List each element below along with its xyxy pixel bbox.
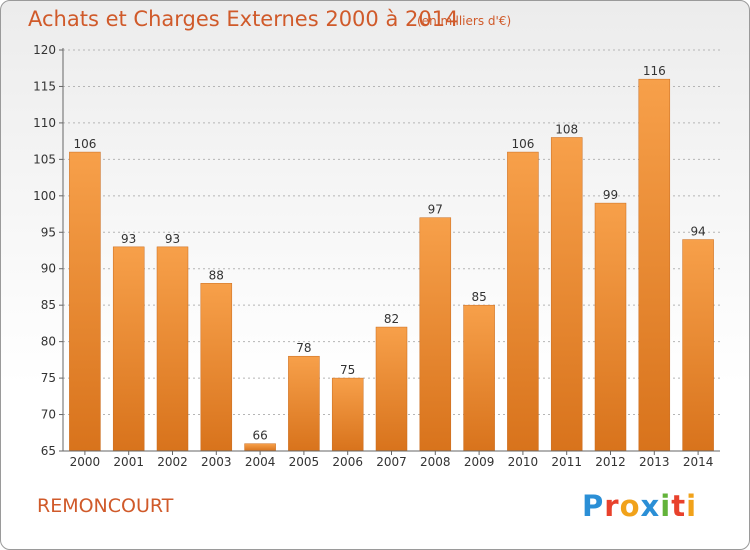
chart-title: Achats et Charges Externes 2000 à 2014	[28, 7, 459, 31]
value-label-2005: 78	[296, 341, 311, 355]
value-label-2008: 97	[428, 203, 443, 217]
y-tick-label: 65	[41, 444, 56, 458]
x-tick-label-2008: 2008	[420, 455, 451, 469]
y-tick-label: 80	[41, 335, 56, 349]
bar-2010[interactable]	[507, 151, 539, 452]
bars	[69, 78, 714, 452]
bar-2003[interactable]	[200, 283, 233, 452]
value-label-2013: 116	[643, 64, 666, 78]
y-tick-label: 115	[33, 79, 56, 93]
bar-2000[interactable]	[69, 151, 101, 452]
x-tick-label-2003: 2003	[201, 455, 232, 469]
x-tick-label-2011: 2011	[551, 455, 582, 469]
x-tick-label-2006: 2006	[332, 455, 363, 469]
y-tick-label: 85	[41, 298, 56, 312]
bar-2004[interactable]	[244, 443, 276, 452]
bar-2002[interactable]	[156, 246, 189, 452]
y-tick-label: 105	[33, 152, 56, 166]
bar-2001[interactable]	[112, 246, 145, 452]
y-tick-label: 70	[41, 408, 56, 422]
y-tick-label: 95	[41, 225, 56, 239]
bar-2011[interactable]	[550, 137, 583, 452]
value-label-2011: 108	[555, 122, 578, 136]
value-label-2006: 75	[340, 363, 355, 377]
value-label-2007: 82	[384, 312, 399, 326]
bar-2005[interactable]	[288, 355, 320, 452]
x-tick-label-2005: 2005	[289, 455, 320, 469]
bar-2014[interactable]	[682, 239, 714, 452]
value-label-2002: 93	[165, 232, 180, 246]
value-label-2009: 85	[471, 290, 486, 304]
bar-2008[interactable]	[419, 217, 452, 452]
value-label-2000: 106	[73, 137, 96, 151]
y-tick-label: 110	[33, 116, 56, 130]
y-tick-label: 75	[41, 371, 56, 385]
value-label-2014: 94	[690, 225, 705, 239]
value-label-2004: 66	[252, 429, 267, 443]
x-tick-label-2010: 2010	[508, 455, 539, 469]
x-tick-label-2001: 2001	[113, 455, 144, 469]
value-label-2001: 93	[121, 232, 136, 246]
x-tick-label-2004: 2004	[245, 455, 276, 469]
value-label-2003: 88	[209, 268, 224, 282]
proxiti-logo[interactable]: Proxiti	[582, 489, 698, 523]
x-tick-label-2012: 2012	[595, 455, 626, 469]
value-label-2012: 99	[603, 188, 618, 202]
x-tick-label-2013: 2013	[639, 455, 670, 469]
chart-unit-subtitle: (en milliers d'€)	[417, 14, 512, 28]
y-tick-label: 120	[33, 43, 56, 57]
x-tick-label-2014: 2014	[683, 455, 714, 469]
y-tick-label: 90	[41, 262, 56, 276]
labels: 65 70 75 80 85 90 95 100 105 110 115 120 106 2000 93 20…	[33, 43, 713, 469]
axes	[59, 48, 720, 455]
x-tick-label-2009: 2009	[464, 455, 495, 469]
x-tick-label-2007: 2007	[376, 455, 407, 469]
x-tick-label-2000: 2000	[70, 455, 101, 469]
x-tick-label-2002: 2002	[157, 455, 188, 469]
bar-2013[interactable]	[638, 78, 671, 452]
bar-2007[interactable]	[375, 326, 408, 452]
value-label-2010: 106	[511, 137, 534, 151]
bar-2012[interactable]	[594, 202, 627, 452]
bar-2006[interactable]	[331, 377, 364, 452]
commune-name: REMONCOURT	[37, 495, 174, 517]
bar-2009[interactable]	[463, 304, 495, 452]
y-tick-label: 100	[33, 189, 56, 203]
